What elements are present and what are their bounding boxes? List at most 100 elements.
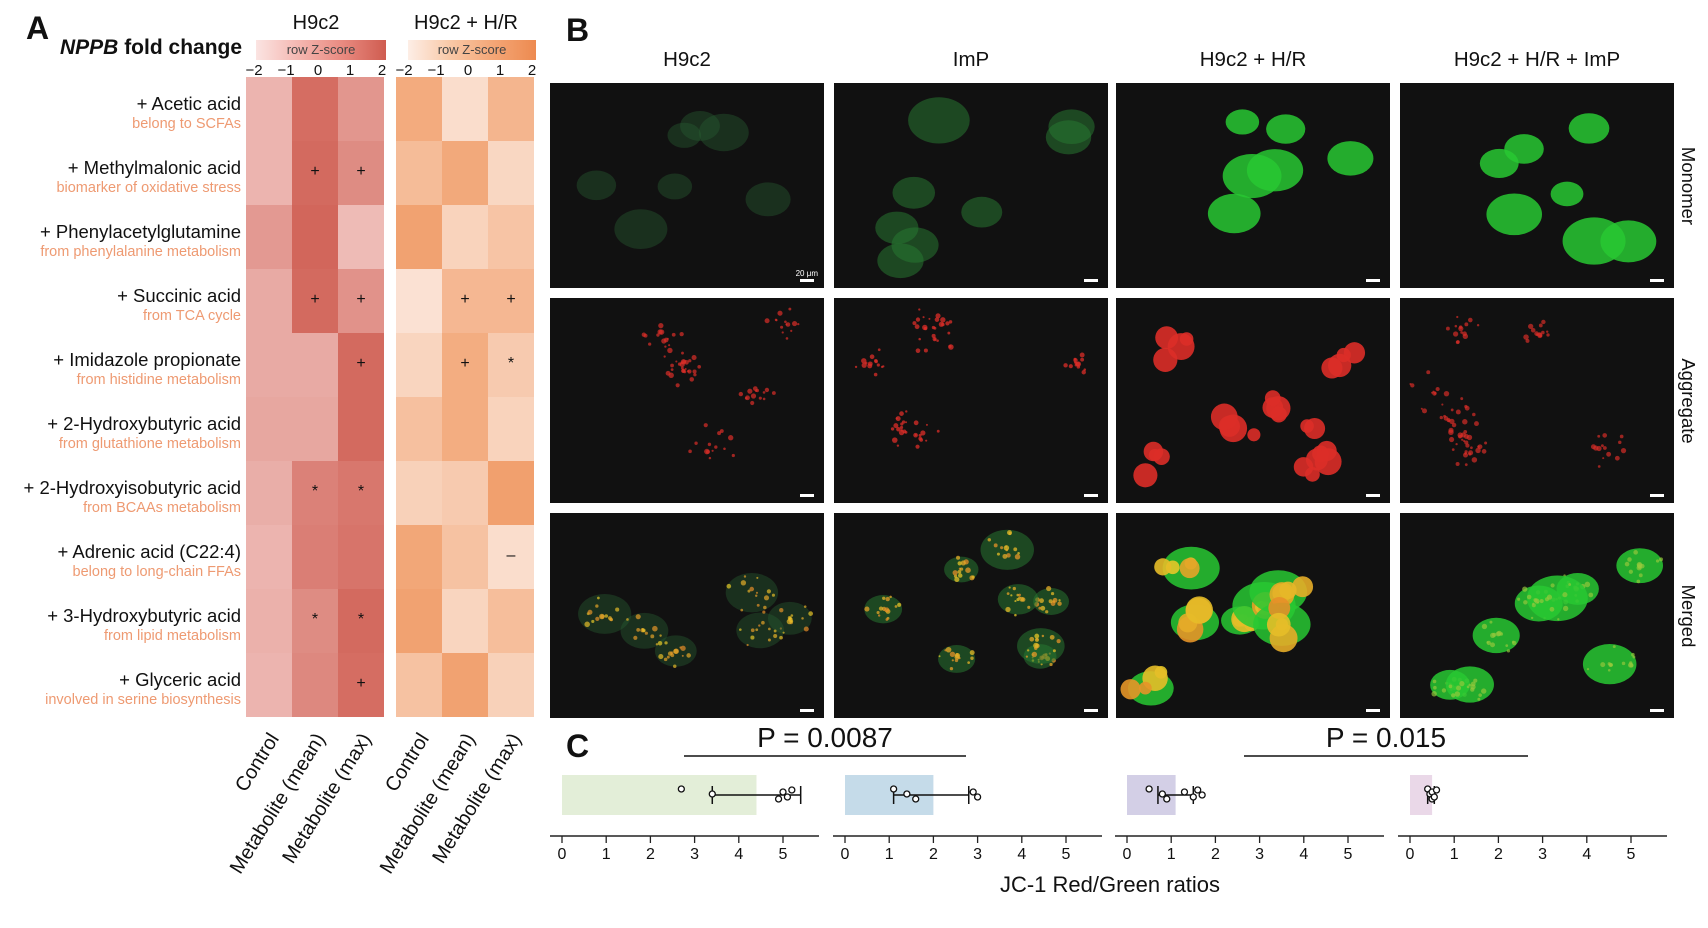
colorbar-orange-gradient [408,40,536,60]
scale-bar [1650,709,1664,712]
heatmap-hr-cell [396,653,442,717]
heatmap-title: NPPB fold change [60,36,242,60]
jc1-tick-label: 3 [973,846,983,863]
colorbar-red: row Z-score [256,40,386,60]
microscopy-image [1400,83,1674,288]
microscopy-image [834,83,1108,288]
colorbar-red-tick-0: −2 [245,62,263,79]
panel-label-b: B [566,12,590,48]
microscopy-image [1116,83,1390,288]
jc1-tick-label: 5 [1626,846,1636,863]
jc1-tick-label: 3 [1538,846,1548,863]
heatmap-row-name: + Succinic acid [117,285,241,306]
heatmap-hr-cell [488,141,534,205]
heatmap-h9c2-cell [338,589,384,653]
jc1-tick-label: 0 [1122,846,1132,863]
heatmap-hr-cell [488,525,534,589]
jc1-tick-label: 2 [1210,846,1220,863]
microscopy-image-art [1133,326,1366,488]
jc1-data-point [779,788,787,796]
colorbar-orange-tick-1: −1 [427,62,445,79]
jc1-data-point [969,788,977,796]
jc1-data-point [677,785,685,793]
panel-label-a: A [26,10,50,46]
jc1-tick-label: 2 [928,846,938,863]
heatmap-row-subtitle: belong to SCFAs [132,116,241,132]
heatmap-hr-significance-mark: + [460,291,470,308]
jc1-tick-label: 5 [1343,846,1353,863]
scale-bar [1084,494,1098,497]
microscopy-image-art [576,110,791,249]
heatmap-h9c2-significance-mark: + [356,355,366,372]
jc1-data-point [783,793,792,801]
microscopy-image: 20 μm [550,83,824,288]
heatmap-row-name: + 2-Hydroxyisobutyric acid [23,477,241,498]
microscopy-column-title: ImP [952,48,990,71]
jc1-bar [1410,775,1433,815]
heatmap-hr-cell [488,397,534,461]
heatmap-row-name: + Adrenic acid (C22:4) [57,541,241,562]
heatmap-hr-cell [488,77,534,141]
colorbar-orange-tick-0: −2 [395,62,413,79]
heatmap-hr-cell [442,269,488,333]
heatmap-h9c2-cell [338,141,384,205]
microscopy-image [834,513,1108,718]
heatmap-row-name: + Phenylacetylglutamine [39,221,241,242]
jc1-tick-label: 4 [1299,846,1309,863]
heatmap-hr-cell [488,589,534,653]
heatmap-hr-cell [442,333,488,397]
heatmap-row-name: + Acetic acid [136,93,241,114]
microscopy-image-art [1120,546,1314,706]
heatmap-row-subtitle: from lipid metabolism [104,628,241,644]
heatmap-hr-cell [396,397,442,461]
heatmap-hr-cell [396,461,442,525]
heatmap-h9c2-cell [246,589,292,653]
heatmap-h9c2-significance-mark: + [356,675,366,692]
jc1-data-point [1180,788,1189,796]
jc1-tick-label: 2 [1493,846,1503,863]
microscopy-image [1400,298,1674,503]
microscopy-image-art [1479,113,1657,265]
microscopy-row-label: Merged [1678,584,1699,647]
jc1-data-point [903,790,911,798]
scale-bar [1084,279,1098,282]
heatmap-h9c2-cell [246,141,292,205]
heatmap-row-subtitle: from phenylalanine metabolism [40,244,241,260]
jc1-xlabel: JC-1 Red/Green ratios [999,872,1221,897]
jc1-tick-label: 1 [601,846,611,863]
heatmap-h9c2-cell [338,461,384,525]
heatmap-row-name: + Glyceric acid [119,669,241,690]
jc1-tick-label: 5 [1061,846,1071,863]
microscopy-row-label: Monomer [1678,146,1699,225]
heatmap-hr-cell [396,525,442,589]
heatmap-h9c2-cell [246,397,292,461]
scale-bar-text: 20 μm [795,269,818,278]
heatmap-hr-cell [488,461,534,525]
heatmap-row-subtitle: biomarker of oxidative stress [56,180,241,196]
heatmap-row-name: + Methylmalonic acid [67,157,241,178]
heatmap-hr-cell [396,205,442,269]
heatmap-hr-significance-mark: * [507,355,515,372]
heatmap-hr-cell [442,397,488,461]
jc1-tick-label: 0 [840,846,850,863]
heatmap-title-gene: NPPB [60,36,119,59]
heatmap-row-subtitle: involved in serine biosynthesis [45,692,241,708]
colorbar-red-tick-2: 0 [313,62,323,79]
colorbar-orange-label: row Z-score [437,42,507,57]
heatmap-h9c2-cell [292,269,338,333]
jc1-data-point [973,793,982,801]
jc1-data-point [1430,793,1438,801]
heatmap-hr-cell [396,269,442,333]
heatmap-h9c2-cell [292,77,338,141]
microscopy-image-art [1430,548,1664,703]
microscopy-image [550,298,824,503]
jc1-tick-label: 1 [1166,846,1176,863]
heatmap-h9c2-cell [338,205,384,269]
colorbar-red-tick-3: 1 [345,62,355,79]
heatmap-h9c2-cell [246,333,292,397]
heatmap-hr-cell [442,205,488,269]
colorbar-orange: row Z-score [408,40,536,60]
heatmap-row-subtitle: belong to long-chain FFAs [72,564,241,580]
jc1-pvalue: P = 0.0087 [757,722,893,753]
jc1-data-point [1198,791,1206,799]
